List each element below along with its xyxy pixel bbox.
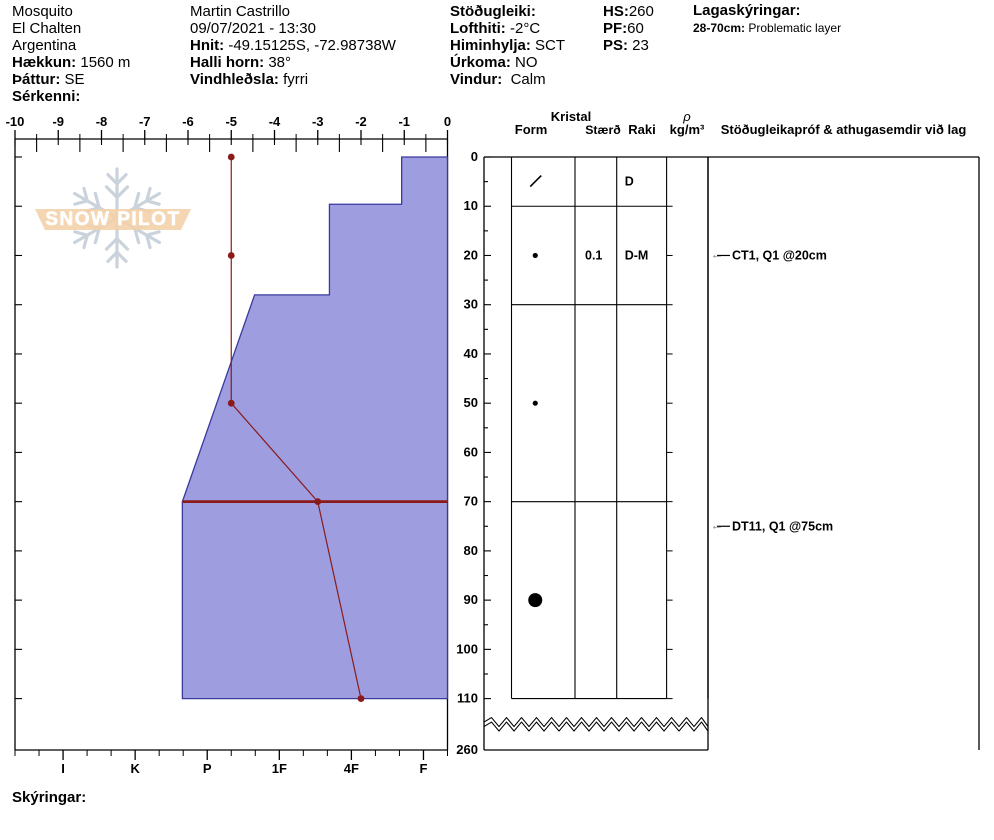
svg-text:I: I xyxy=(61,761,65,776)
svg-text:110: 110 xyxy=(457,691,478,706)
svg-text:-8: -8 xyxy=(96,114,108,129)
svg-text:80: 80 xyxy=(464,543,478,558)
svg-text:-3: -3 xyxy=(312,114,324,129)
svg-text:←: ← xyxy=(711,517,724,532)
svg-text:60: 60 xyxy=(464,444,478,459)
svg-text:-1: -1 xyxy=(398,114,410,129)
svg-text:-9: -9 xyxy=(52,114,64,129)
svg-text:CT1, Q1 @20cm: CT1, Q1 @20cm xyxy=(732,248,827,262)
svg-text:Form: Form xyxy=(515,122,548,137)
svg-text:0: 0 xyxy=(471,149,478,164)
svg-text:0.1: 0.1 xyxy=(585,248,602,262)
svg-text:10: 10 xyxy=(464,198,478,213)
svg-text:K: K xyxy=(130,761,140,776)
svg-text:30: 30 xyxy=(464,297,478,312)
svg-text:40: 40 xyxy=(464,346,478,361)
svg-text:-7: -7 xyxy=(139,114,151,129)
svg-text:100: 100 xyxy=(456,641,478,656)
svg-text:DT11, Q1 @75cm: DT11, Q1 @75cm xyxy=(732,519,833,533)
svg-text:kg/m³: kg/m³ xyxy=(670,122,705,137)
svg-text:-5: -5 xyxy=(225,114,237,129)
svg-text:4F: 4F xyxy=(344,761,359,776)
svg-text:D-M: D-M xyxy=(625,248,649,262)
svg-text:Stærð: Stærð xyxy=(585,123,621,137)
svg-text:-10: -10 xyxy=(6,114,25,129)
svg-text:D: D xyxy=(625,175,634,189)
svg-text:-2: -2 xyxy=(355,114,367,129)
svg-text:20: 20 xyxy=(464,247,478,262)
svg-text:←: ← xyxy=(711,247,724,262)
svg-text:0: 0 xyxy=(444,114,451,129)
svg-text:260: 260 xyxy=(456,742,478,757)
svg-text:F: F xyxy=(419,761,427,776)
svg-text:1F: 1F xyxy=(272,761,287,776)
svg-text:70: 70 xyxy=(464,494,478,509)
svg-text:Stöðugleikapróf & athugasemdir: Stöðugleikapróf & athugasemdir við lag xyxy=(721,122,967,137)
svg-text:Kristal: Kristal xyxy=(551,109,591,124)
svg-text:SNOW PILOT: SNOW PILOT xyxy=(45,209,180,230)
svg-text:P: P xyxy=(203,761,212,776)
svg-text:Raki: Raki xyxy=(628,122,655,137)
svg-text:50: 50 xyxy=(464,395,478,410)
svg-text:-4: -4 xyxy=(269,114,281,129)
svg-text:90: 90 xyxy=(464,592,478,607)
svg-text:-6: -6 xyxy=(182,114,194,129)
